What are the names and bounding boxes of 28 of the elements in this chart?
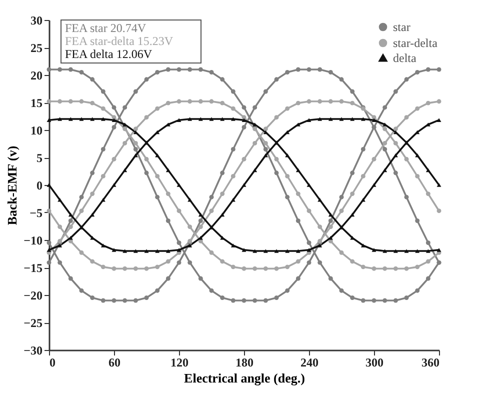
y-tick-label: 30 xyxy=(30,14,42,28)
x-axis-title: Electrical angle (deg.) xyxy=(184,370,305,386)
x-tick-label: 120 xyxy=(170,356,188,370)
x-tick-label: 300 xyxy=(366,356,384,370)
y-tick-label: 0 xyxy=(36,178,42,192)
x-tick-label: 0 xyxy=(50,356,56,370)
y-tick-label: −5 xyxy=(30,206,42,220)
x-tick-label: 180 xyxy=(236,356,254,370)
legend-label: star xyxy=(393,20,410,34)
y-tick-label: 10 xyxy=(30,124,42,138)
annotation: FEA star 20.74V xyxy=(65,21,146,35)
y-tick-label: −15 xyxy=(24,261,42,275)
y-tick-label: 20 xyxy=(30,68,42,82)
y-tick-label: 5 xyxy=(36,151,42,165)
y-tick-label: 15 xyxy=(30,96,42,110)
y-tick-label: −20 xyxy=(24,288,42,302)
y-tick-label: −25 xyxy=(24,316,42,330)
y-tick-label: −30 xyxy=(24,344,42,358)
x-tick-label: 360 xyxy=(422,356,440,370)
annotation: FEA delta 12.06V xyxy=(65,47,152,61)
annotation: FEA star-delta 15.23V xyxy=(65,34,174,48)
legend-label: star-delta xyxy=(393,36,438,50)
x-tick-label: 240 xyxy=(300,356,318,370)
y-tick-label: 25 xyxy=(30,41,42,55)
x-tick-label: 60 xyxy=(108,356,120,370)
y-axis-title: Back-EMF (v) xyxy=(4,146,20,226)
legend-label: delta xyxy=(393,51,417,65)
y-tick-label: −10 xyxy=(24,234,42,248)
